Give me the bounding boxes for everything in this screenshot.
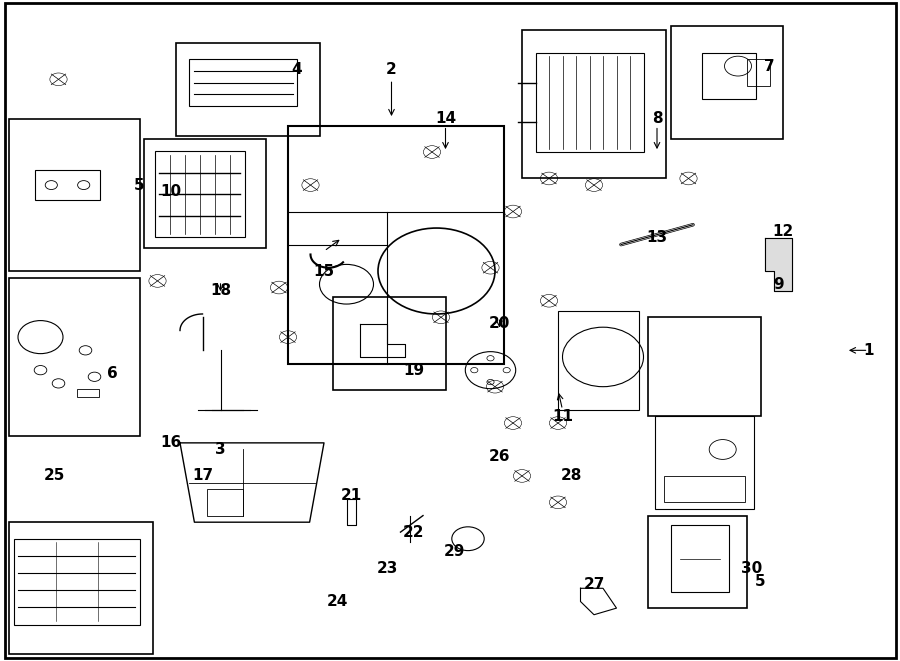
Bar bbox=[189, 59, 297, 106]
Bar bbox=[671, 525, 729, 592]
Text: 8: 8 bbox=[652, 112, 662, 126]
Text: 4: 4 bbox=[292, 62, 302, 77]
Text: 9: 9 bbox=[773, 277, 784, 292]
Bar bbox=[176, 43, 320, 136]
Text: 30: 30 bbox=[741, 561, 762, 576]
Bar bbox=[14, 539, 140, 625]
Text: 21: 21 bbox=[340, 488, 362, 503]
Text: 15: 15 bbox=[313, 264, 335, 278]
Bar bbox=[144, 139, 266, 248]
Text: 19: 19 bbox=[403, 363, 425, 377]
Bar bbox=[9, 278, 140, 436]
Text: 25: 25 bbox=[43, 469, 65, 483]
Text: 28: 28 bbox=[561, 469, 582, 483]
Bar bbox=[648, 516, 747, 608]
Bar bbox=[9, 119, 140, 271]
Bar bbox=[648, 317, 760, 416]
Text: 10: 10 bbox=[160, 184, 182, 199]
Text: 12: 12 bbox=[772, 224, 794, 239]
Text: 7: 7 bbox=[764, 59, 775, 73]
Bar bbox=[536, 53, 644, 152]
Text: 24: 24 bbox=[327, 594, 348, 609]
Bar bbox=[747, 59, 770, 86]
Text: 5: 5 bbox=[134, 178, 145, 192]
Text: 11: 11 bbox=[552, 409, 573, 424]
Bar bbox=[702, 53, 756, 99]
Bar bbox=[155, 151, 245, 237]
Bar bbox=[9, 522, 153, 654]
Bar bbox=[670, 26, 783, 139]
Text: 6: 6 bbox=[107, 366, 118, 381]
Text: 26: 26 bbox=[489, 449, 510, 463]
Text: 3: 3 bbox=[215, 442, 226, 457]
Bar bbox=[664, 476, 745, 502]
Text: 20: 20 bbox=[489, 317, 510, 331]
Polygon shape bbox=[765, 238, 792, 291]
Bar bbox=[333, 297, 446, 390]
Bar bbox=[76, 389, 99, 397]
Text: 13: 13 bbox=[646, 231, 668, 245]
Text: 1: 1 bbox=[863, 343, 874, 358]
Text: 17: 17 bbox=[192, 469, 213, 483]
Text: 18: 18 bbox=[210, 284, 231, 298]
Bar bbox=[35, 170, 100, 200]
Bar bbox=[522, 30, 666, 178]
Text: 29: 29 bbox=[444, 545, 465, 559]
Text: 2: 2 bbox=[386, 62, 397, 77]
Bar bbox=[655, 416, 754, 509]
Text: 22: 22 bbox=[403, 525, 425, 539]
Bar bbox=[207, 489, 243, 516]
Text: 27: 27 bbox=[583, 578, 605, 592]
Text: 5: 5 bbox=[755, 574, 766, 589]
Text: 14: 14 bbox=[435, 112, 456, 126]
Text: 16: 16 bbox=[160, 436, 182, 450]
Text: 23: 23 bbox=[376, 561, 398, 576]
Bar bbox=[558, 311, 639, 410]
